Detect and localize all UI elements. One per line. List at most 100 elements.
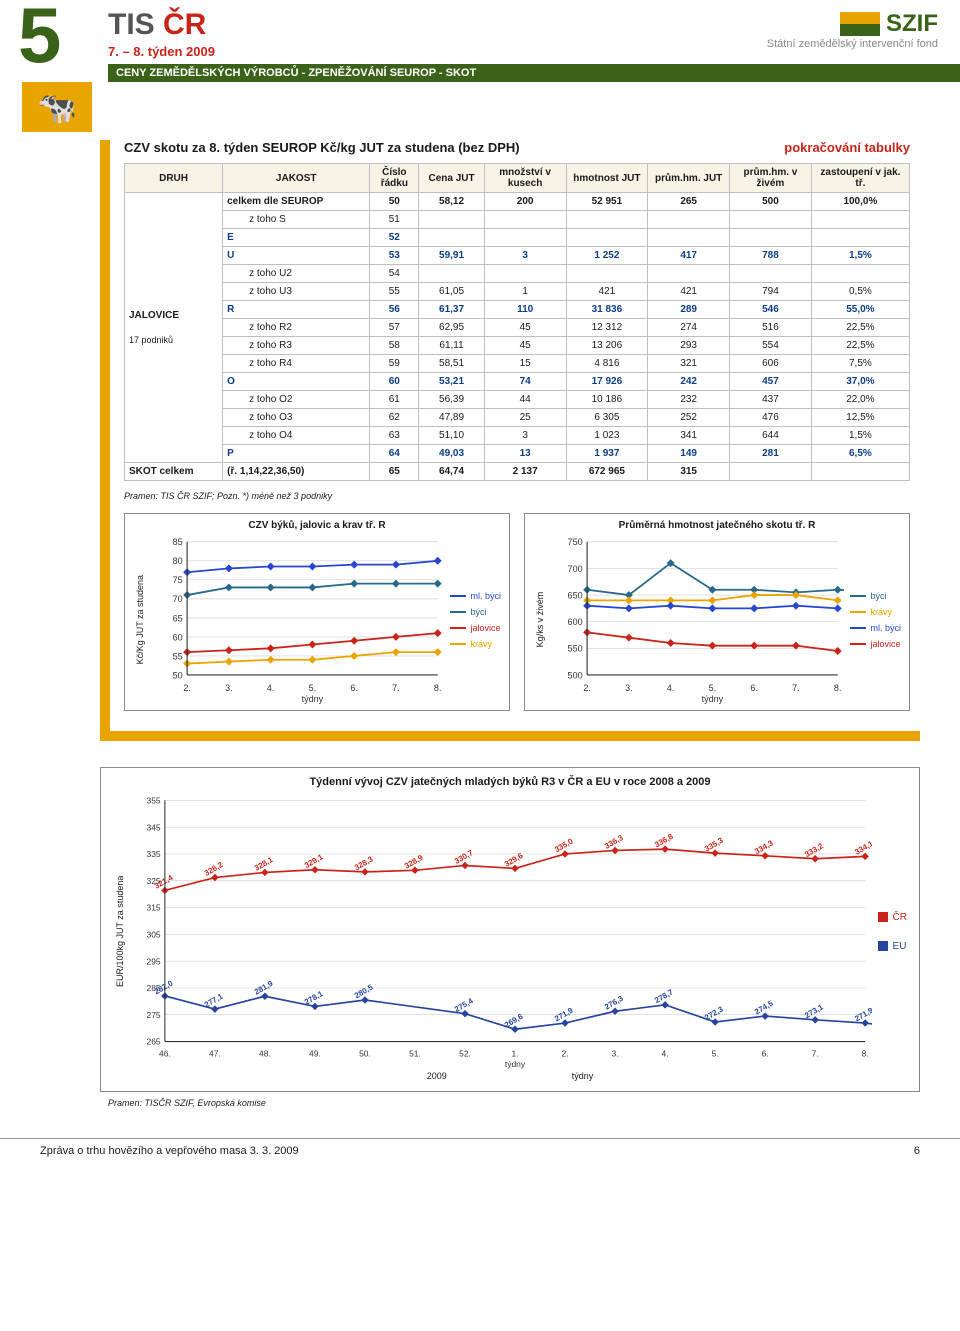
data-cell: 293 xyxy=(648,337,730,355)
szif-subtitle: Státní zemědělský intervenční fond xyxy=(767,38,938,50)
col-header: hmotnost JUT xyxy=(566,164,648,193)
big-chart-title: Týdenní vývoj CZV jatečných mladých býků… xyxy=(113,776,907,788)
svg-text:2.: 2. xyxy=(183,683,191,693)
big-chart-note: Pramen: TISČR SZIF, Evropská komise xyxy=(100,1098,920,1108)
data-cell: 58,51 xyxy=(419,355,484,373)
data-cell xyxy=(730,265,812,283)
data-cell: 644 xyxy=(730,427,812,445)
data-cell: 242 xyxy=(648,373,730,391)
data-cell: 13 206 xyxy=(566,337,648,355)
svg-text:4.: 4. xyxy=(662,1049,669,1059)
data-cell: 3 xyxy=(484,247,566,265)
col-header: zastoupení v jak. tř. xyxy=(811,164,909,193)
svg-text:4.: 4. xyxy=(667,683,675,693)
svg-text:6.: 6. xyxy=(350,683,358,693)
data-cell xyxy=(811,265,909,283)
data-cell xyxy=(484,229,566,247)
data-cell: 421 xyxy=(566,283,648,301)
chart-czv-ylabel: Kč/Kg JUT za studena xyxy=(133,535,145,704)
svg-text:46.: 46. xyxy=(159,1049,171,1059)
data-cell: 1 252 xyxy=(566,247,648,265)
svg-text:60: 60 xyxy=(173,632,183,642)
jakost-cell: z toho O4 xyxy=(223,427,370,445)
svg-text:52.: 52. xyxy=(459,1049,471,1059)
svg-text:80: 80 xyxy=(173,556,183,566)
data-cell: 232 xyxy=(648,391,730,409)
jakost-cell: z toho O3 xyxy=(223,409,370,427)
data-cell: 15 xyxy=(484,355,566,373)
jakost-cell: O xyxy=(223,373,370,391)
data-cell: 52 951 xyxy=(566,193,648,211)
chart-czv-title: CZV býků, jalovic a krav tř. R xyxy=(133,520,501,531)
data-cell: 281 xyxy=(730,445,812,463)
data-cell: 61 xyxy=(370,391,419,409)
data-cell: 1,5% xyxy=(811,427,909,445)
col-header: JAKOST xyxy=(223,164,370,193)
data-cell xyxy=(566,211,648,229)
data-cell: 22,5% xyxy=(811,337,909,355)
data-cell: 62 xyxy=(370,409,419,427)
jakost-cell: z toho R3 xyxy=(223,337,370,355)
table-title: CZV skotu za 8. týden SEUROP Kč/kg JUT z… xyxy=(124,140,520,155)
data-cell xyxy=(730,229,812,247)
data-cell: 50 xyxy=(370,193,419,211)
svg-text:4.: 4. xyxy=(267,683,275,693)
svg-text:75: 75 xyxy=(173,575,183,585)
svg-text:týdny: týdny xyxy=(302,694,324,704)
data-cell: 149 xyxy=(648,445,730,463)
svg-text:3.: 3. xyxy=(625,683,633,693)
data-cell: 421 xyxy=(648,283,730,301)
data-cell: 13 xyxy=(484,445,566,463)
data-cell: 4 816 xyxy=(566,355,648,373)
svg-text:345: 345 xyxy=(147,823,161,833)
data-cell: 606 xyxy=(730,355,812,373)
data-cell: 110 xyxy=(484,301,566,319)
data-cell: 45 xyxy=(484,337,566,355)
page-header: 5 TIS ČR 7. – 8. týden 2009 SZIF Státní … xyxy=(0,0,960,110)
data-cell: 55,0% xyxy=(811,301,909,319)
jakost-cell: z toho R2 xyxy=(223,319,370,337)
data-cell: 64 xyxy=(370,445,419,463)
data-cell: 794 xyxy=(730,283,812,301)
svg-text:265: 265 xyxy=(147,1037,161,1047)
data-cell: 6,5% xyxy=(811,445,909,463)
data-cell: 45 xyxy=(484,319,566,337)
jakost-cell: z toho U2 xyxy=(223,265,370,283)
data-cell xyxy=(730,211,812,229)
svg-text:295: 295 xyxy=(147,957,161,967)
druh-cell: JALOVICE17 podniků xyxy=(125,193,223,463)
data-cell: 54 xyxy=(370,265,419,283)
chart-hm-legend: býcikrávyml. býcijalovice xyxy=(850,535,901,704)
svg-text:7.: 7. xyxy=(392,683,400,693)
svg-text:2.: 2. xyxy=(583,683,591,693)
corner-number: 5 xyxy=(18,0,61,74)
svg-text:750: 750 xyxy=(568,537,583,547)
data-cell: 100,0% xyxy=(811,193,909,211)
svg-text:51.: 51. xyxy=(409,1049,421,1059)
data-cell: 53 xyxy=(370,247,419,265)
data-cell: 58 xyxy=(370,337,419,355)
svg-text:48.: 48. xyxy=(259,1049,271,1059)
data-cell xyxy=(648,211,730,229)
chart-hm-title: Průměrná hmotnost jatečného skotu tř. R xyxy=(533,520,901,531)
data-cell xyxy=(419,229,484,247)
data-cell: 554 xyxy=(730,337,812,355)
data-cell: 274 xyxy=(648,319,730,337)
price-table: DRUHJAKOSTČíslo řádkuCena JUTmnožství v … xyxy=(124,163,910,481)
data-cell: 265 xyxy=(648,193,730,211)
data-cell: 200 xyxy=(484,193,566,211)
data-cell: 7,5% xyxy=(811,355,909,373)
jakost-cell: U xyxy=(223,247,370,265)
svg-text:650: 650 xyxy=(568,590,583,600)
svg-text:5.: 5. xyxy=(309,683,317,693)
svg-text:3.: 3. xyxy=(612,1049,619,1059)
data-cell: 51 xyxy=(370,211,419,229)
svg-text:5.: 5. xyxy=(712,1049,719,1059)
chart-czv-plot: 50556065707580852.3.4.5.6.7.8.týdny xyxy=(151,535,444,704)
data-cell: 289 xyxy=(648,301,730,319)
svg-text:7.: 7. xyxy=(792,683,800,693)
data-cell xyxy=(648,229,730,247)
svg-text:6.: 6. xyxy=(762,1049,769,1059)
data-cell: 1 937 xyxy=(566,445,648,463)
svg-text:335: 335 xyxy=(147,849,161,859)
